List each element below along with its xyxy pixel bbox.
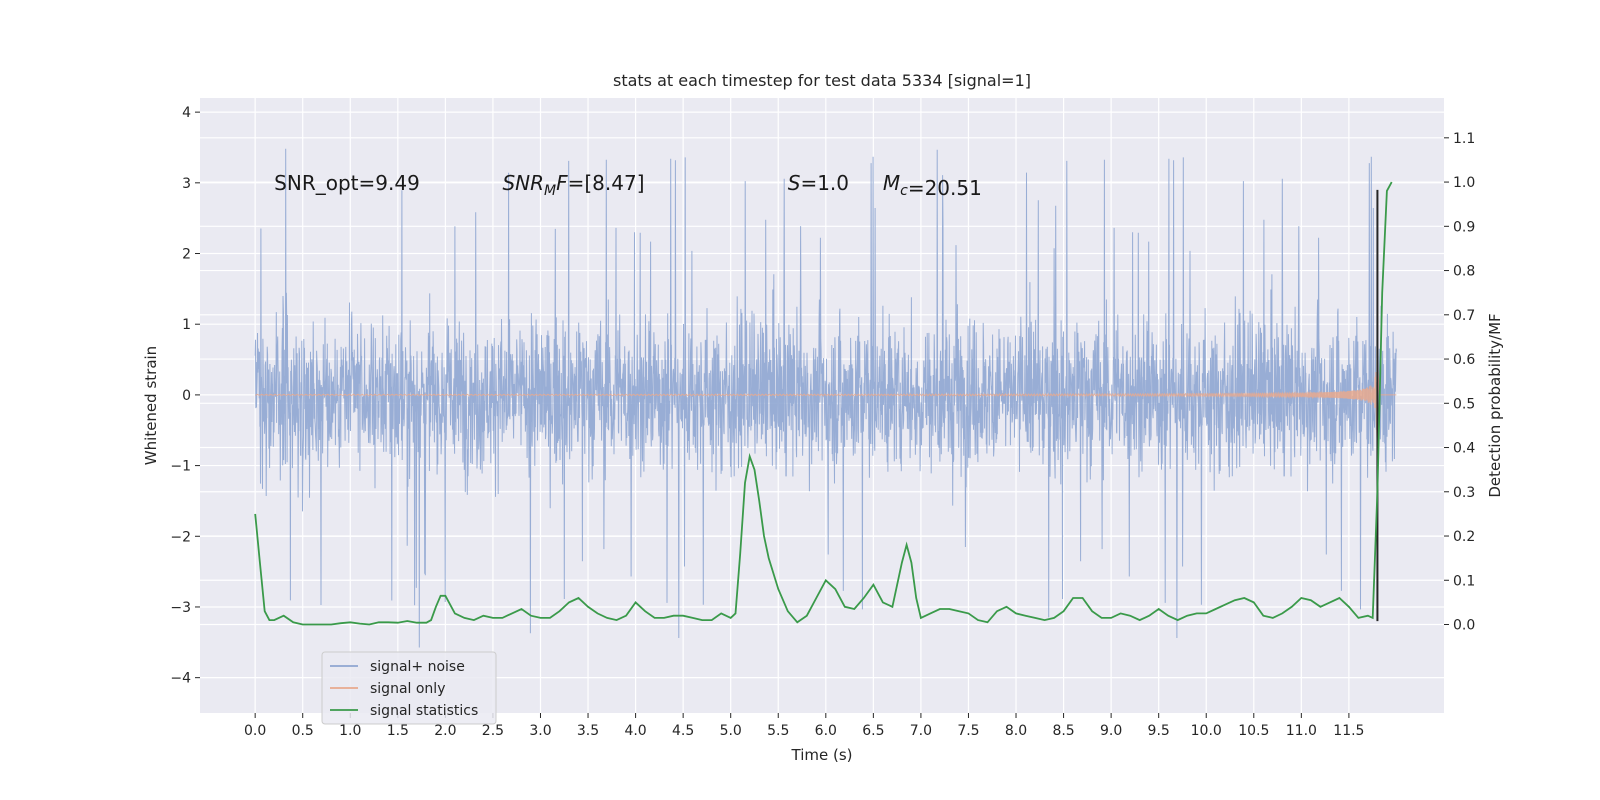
y-left-tick-label: −1 [170,459,191,475]
chart-title: stats at each timestep for test data 533… [613,71,1031,90]
x-tick-label: 2.5 [482,723,504,739]
x-tick-label: 7.5 [957,723,979,739]
x-tick-label: 3.0 [529,723,551,739]
series-signal-only [255,357,1397,438]
annotation-text: S=1.0 [788,171,849,195]
x-tick-label: 4.0 [624,723,646,739]
series-signal-noise [254,148,1397,648]
x-tick-label: 5.5 [767,723,789,739]
y-left-tick-label: 2 [182,247,191,263]
y-right-tick-label: 1.1 [1453,131,1475,147]
x-tick-label: 8.0 [1005,723,1027,739]
x-tick-label: 3.5 [577,723,599,739]
y-left-tick-label: −3 [170,600,191,616]
x-tick-label: 9.5 [1148,723,1170,739]
y-right-tick-label: 0.3 [1453,485,1475,501]
x-tick-label: 7.0 [910,723,932,739]
x-tick-label: 0.5 [292,723,314,739]
y-right-tick-label: 0.5 [1453,396,1475,412]
y-left-axis-ticks: −4 −3 −2 −1 0 1 2 3 4 [170,105,200,687]
x-tick-label: 10.5 [1238,723,1269,739]
x-tick-label: 11.0 [1286,723,1317,739]
y-right-tick-label: 0.4 [1453,441,1475,457]
x-axis-label: Time (s) [791,746,853,764]
y-right-tick-label: 0.8 [1453,264,1475,280]
y-right-axis-ticks: 0.0 0.1 0.2 0.3 0.4 0.5 0.6 0.7 0.8 0.9 1.0 1.1 [1444,131,1475,634]
annotation-text: SNR_opt=9.49 [274,171,420,195]
x-axis-ticks: 0.0 0.5 1.0 1.5 2.0 2.5 3.0 3.5 4.0 4.5 5.0 5.5 6.0 6… [244,713,1364,739]
x-tick-label: 6.0 [815,723,837,739]
y-right-tick-label: 0.2 [1453,529,1475,545]
legend-label: signal statistics [370,703,478,719]
y-left-tick-label: 3 [182,176,191,192]
y-right-tick-label: 0.9 [1453,219,1475,235]
x-tick-label: 8.5 [1052,723,1074,739]
y-right-tick-label: 0.1 [1453,573,1475,589]
y-right-tick-label: 0.6 [1453,352,1475,368]
y-left-axis-label: Whitened strain [142,346,160,465]
x-tick-label: 4.5 [672,723,694,739]
series-signal-statistics [254,181,1393,626]
annotation-text: Mc=20.51 [883,171,982,200]
y-left-tick-label: 4 [182,105,191,121]
plot-area [254,148,1397,648]
y-left-tick-label: −4 [170,671,191,687]
x-tick-label: 2.0 [434,723,456,739]
y-right-tick-label: 1.0 [1453,175,1475,191]
legend-box [321,651,497,725]
x-tick-label: 5.0 [720,723,742,739]
x-tick-label: 0.0 [244,723,266,739]
annotations: SNR_opt=9.49 SNRMF=[8.47] S=1.0 Mc=20.51 [274,171,982,200]
y-right-tick-label: 0.7 [1453,308,1475,324]
x-tick-label: 9.0 [1100,723,1122,739]
y-right-tick-label: 0.0 [1453,618,1475,634]
y-right-axis-label: Detection probability/MF [1486,313,1504,497]
x-tick-label: 10.0 [1191,723,1222,739]
legend: signal+ noise signal only signal statistic… [321,651,497,725]
x-tick-label: 6.5 [862,723,884,739]
y-left-tick-label: 1 [182,317,191,333]
legend-label: signal+ noise [370,659,465,675]
x-tick-label: 1.5 [387,723,409,739]
x-tick-label: 11.5 [1333,723,1364,739]
legend-label: signal only [370,681,445,697]
y-left-tick-label: 0 [182,388,191,404]
annotation-text: SNRMF=[8.47] [502,171,644,199]
y-left-tick-label: −2 [170,529,191,545]
x-tick-label: 1.0 [339,723,361,739]
